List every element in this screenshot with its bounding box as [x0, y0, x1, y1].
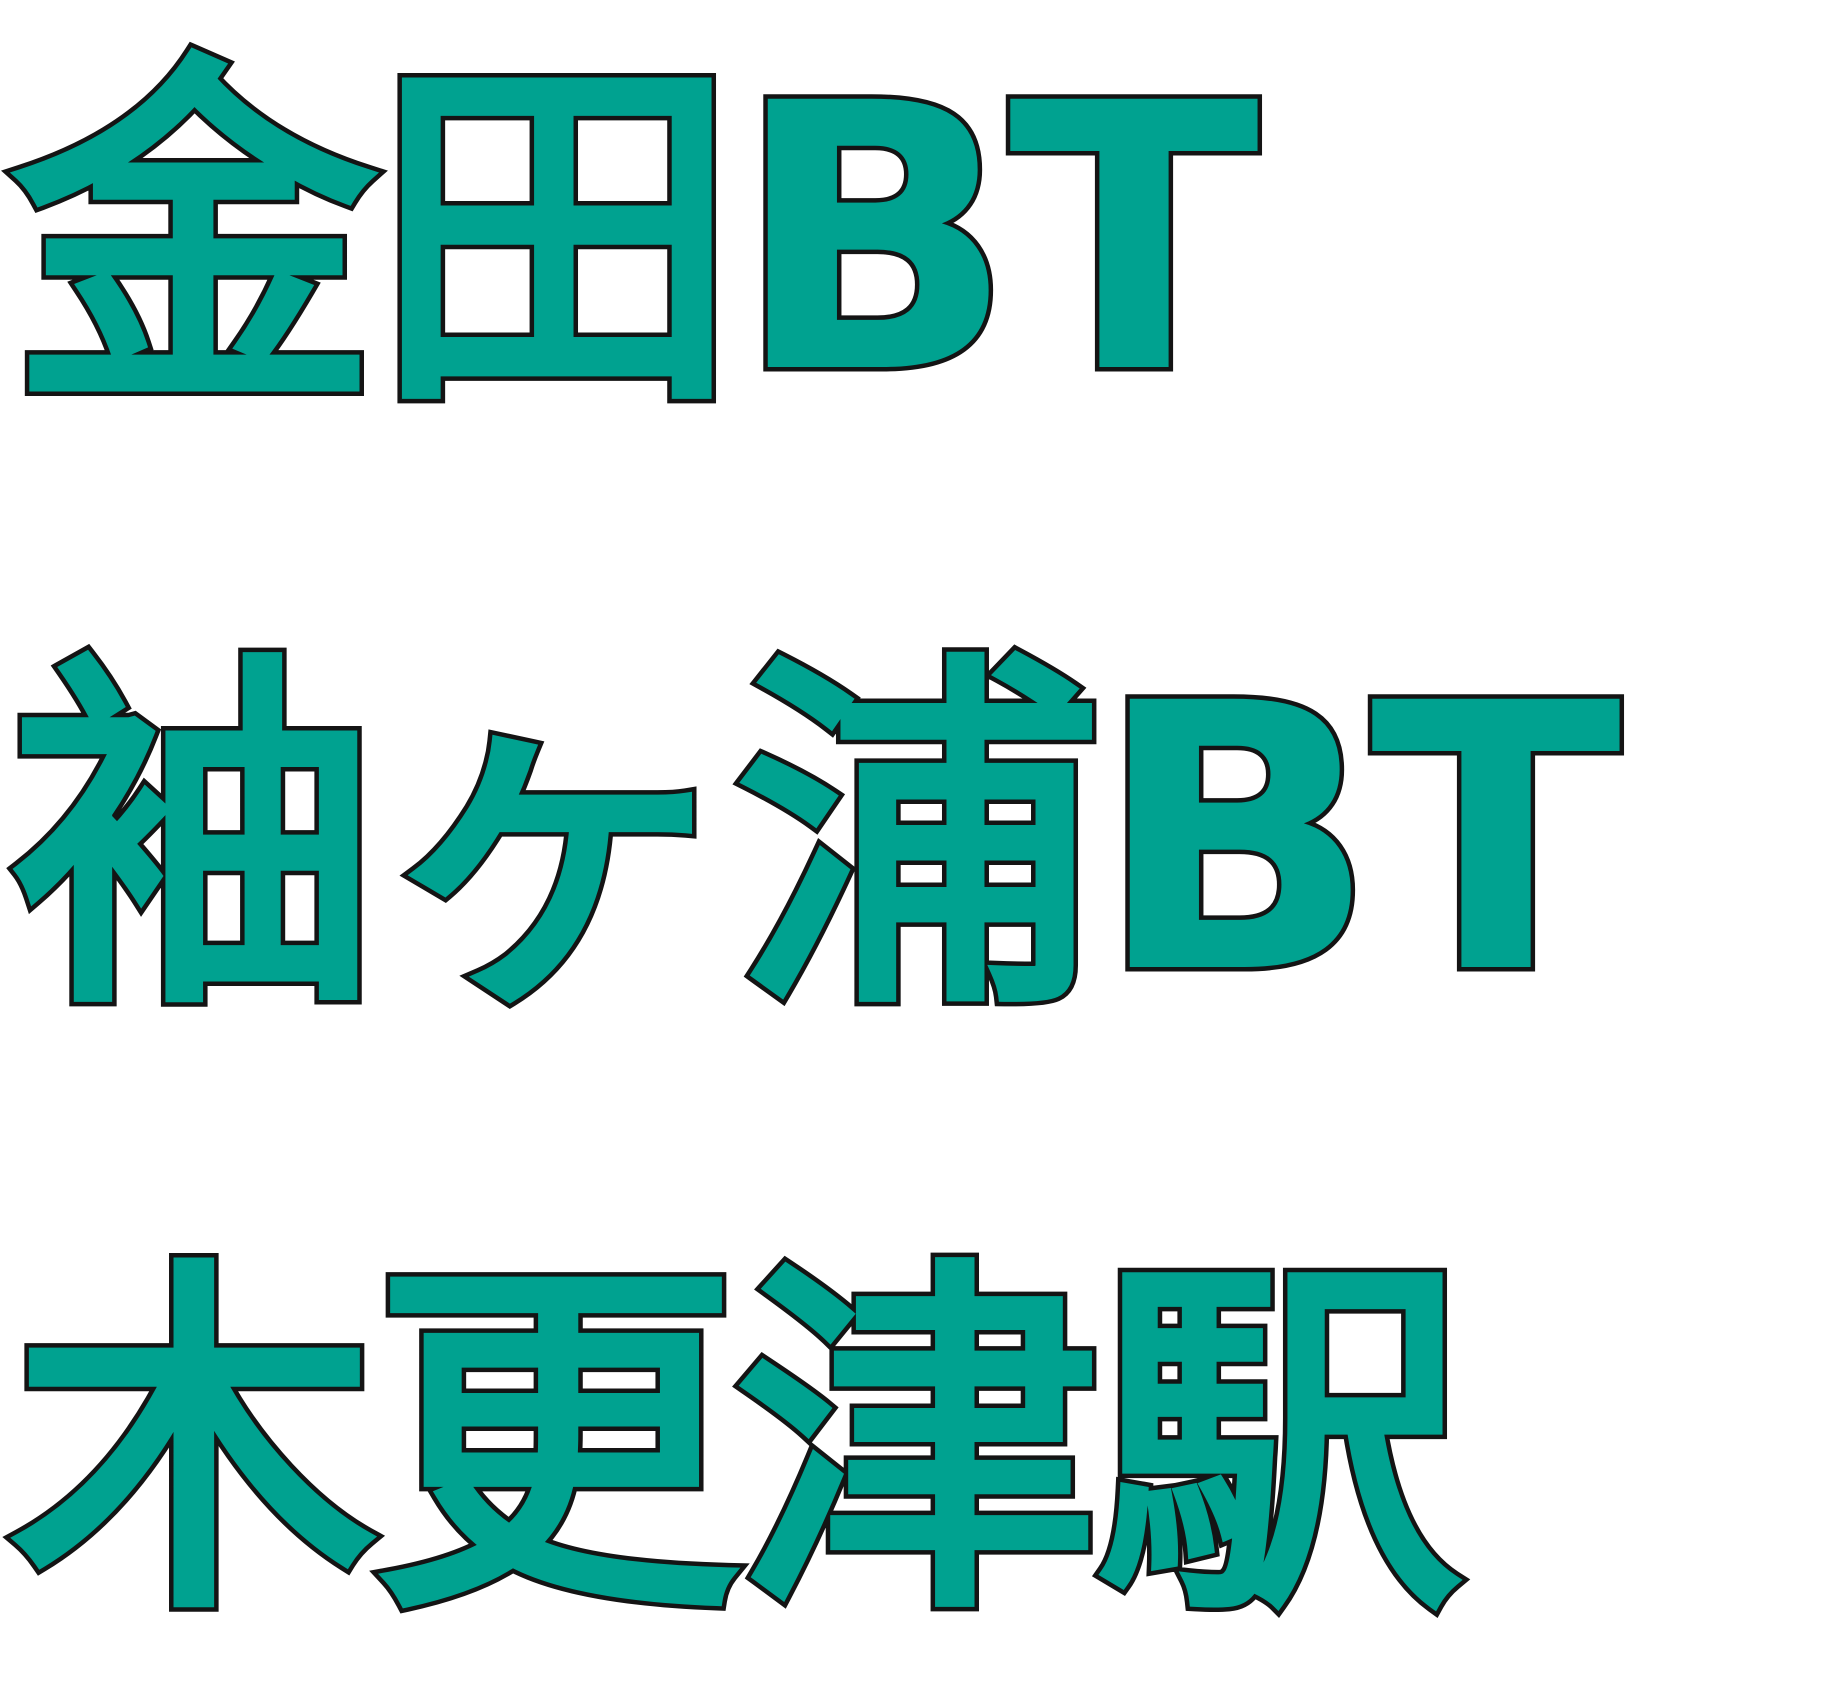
destination-line-kisarazu-station: 木更津駅 [6, 1230, 1469, 1659]
destination-line-kaneda-bt: 金田BT [6, 25, 1265, 454]
destination-line-sodegaura-bt: 袖ヶ浦BT [6, 625, 1627, 1054]
